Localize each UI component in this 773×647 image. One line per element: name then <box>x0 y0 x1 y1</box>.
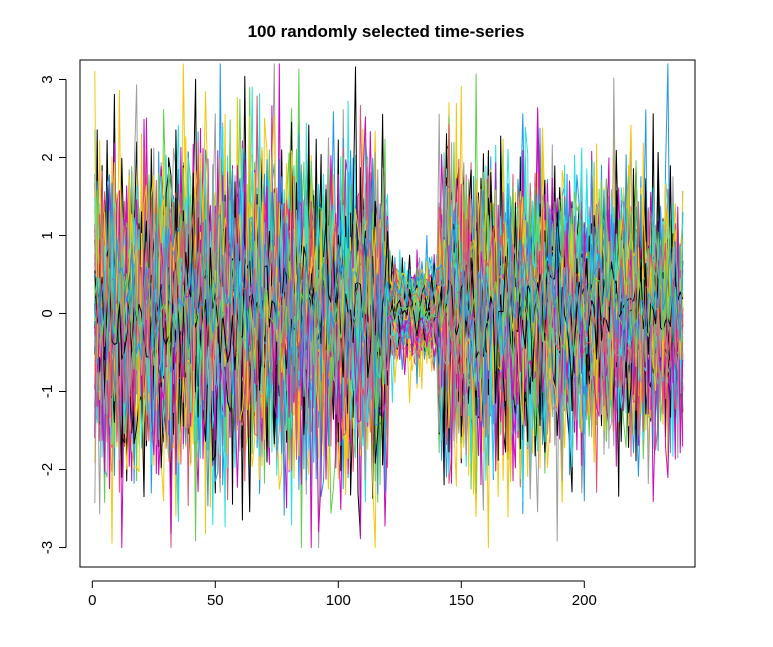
series-line <box>94 123 684 468</box>
x-axis: 0 50 100 150 200 <box>88 580 597 609</box>
y-tick-label: -3 <box>39 541 56 554</box>
series-layer <box>94 63 684 548</box>
x-tick-label: 50 <box>207 592 224 609</box>
y-tick-label: 0 <box>39 309 56 317</box>
series-line <box>94 179 684 428</box>
y-tick-label: 3 <box>39 75 56 83</box>
chart-title: 100 randomly selected time-series <box>248 22 525 41</box>
x-tick-label: 100 <box>326 592 351 609</box>
y-axis: -3 -2 -1 0 1 2 3 <box>39 75 67 554</box>
series-line <box>94 238 684 410</box>
x-tick-label: 150 <box>449 592 474 609</box>
y-tick-label: 1 <box>39 231 56 239</box>
x-tick-label: 200 <box>572 592 597 609</box>
series-line <box>94 159 684 548</box>
y-tick-label: 2 <box>39 153 56 161</box>
x-tick-label: 0 <box>88 592 96 609</box>
plot-frame <box>79 59 696 568</box>
y-tick-label: -2 <box>39 463 56 476</box>
y-tick-label: -1 <box>39 385 56 398</box>
